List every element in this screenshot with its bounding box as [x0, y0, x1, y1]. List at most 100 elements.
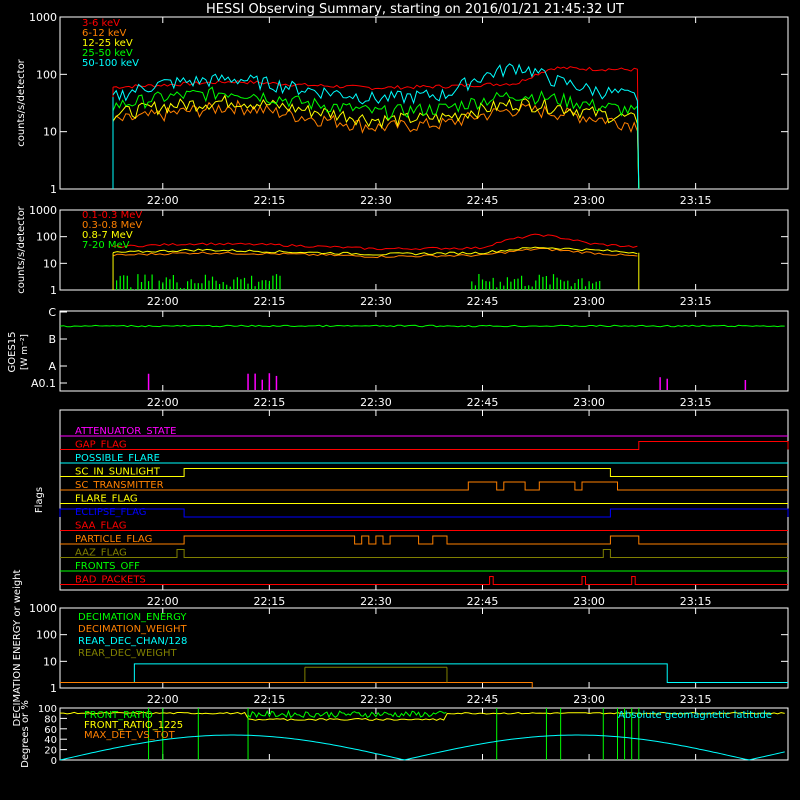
- series-line: [112, 233, 638, 251]
- y-axis-label: DECIMATION ENERGY or weight: [12, 569, 23, 726]
- flag-label: BAD_PACKETS: [75, 575, 146, 586]
- panel-frame: [59, 16, 789, 190]
- y-axis-label: GOES15: [7, 331, 18, 372]
- x-tick-label: 23:00: [573, 595, 605, 608]
- flag-label: AAZ_FLAG: [75, 548, 127, 559]
- flag-label: FLARE_FLAG: [75, 494, 138, 505]
- x-tick-label: 22:15: [254, 194, 286, 207]
- y-tick-label: 100: [38, 704, 57, 715]
- legend-entry: 50-100 keV: [82, 58, 139, 69]
- x-tick-label: 22:00: [147, 194, 179, 207]
- x-tick-label: 22:30: [360, 595, 392, 608]
- y-tick-label: 1: [50, 682, 57, 695]
- legend-entry: DECIMATION_ENERGY: [78, 612, 187, 623]
- y-tick-label: 100: [36, 231, 57, 244]
- y-tick-label: 10: [43, 126, 57, 139]
- y-tick-label: C: [48, 306, 56, 319]
- y-axis-label: Degrees or %: [20, 700, 31, 768]
- series-line: [112, 63, 640, 190]
- y-tick-label: 1: [50, 183, 57, 196]
- y-tick-label: B: [48, 333, 56, 346]
- flag-line: [59, 508, 789, 518]
- x-tick-label: 23:00: [573, 194, 605, 207]
- y-tick-label: 100: [36, 629, 57, 642]
- flag-label: SC_TRANSMITTER: [75, 480, 164, 491]
- x-tick-label: 23:15: [680, 295, 712, 308]
- x-tick-label: 23:00: [573, 295, 605, 308]
- flag-line: [60, 549, 788, 558]
- flag-label: SAA_FLAG: [75, 521, 126, 532]
- y-tick-label: 20: [44, 746, 57, 757]
- front-ratio-line: [247, 709, 447, 719]
- y-axis-label: Flags: [34, 487, 45, 513]
- panel-2: 22:00 22:15 22:30 22:45 23:00 23:15 counts/s/d…: [16, 204, 789, 308]
- flag-line: [60, 441, 789, 450]
- x-tick-label: 22:30: [360, 693, 392, 706]
- x-tick-label: 22:15: [254, 396, 286, 409]
- x-tick-label: 22:00: [147, 595, 179, 608]
- y-tick-label: 40: [44, 735, 57, 746]
- panel-4: 22:00 22:15 22:30 22:45 23:00 23:15 Flags ATTEN…: [34, 409, 789, 608]
- panel-5: 22:00 22:15 22:30 22:45 23:00 23:15 DECIMATION…: [12, 569, 789, 726]
- series-line: [112, 248, 638, 259]
- y-tick-label: 1: [50, 284, 57, 297]
- decimation-weight-line: [60, 682, 533, 688]
- x-tick-label: 23:15: [680, 396, 712, 409]
- goes-level-line: [59, 324, 785, 328]
- y-axis-label: [W m⁻²]: [20, 334, 30, 370]
- y-tick-label: 1000: [29, 602, 57, 615]
- legend-entry: 0.3-0.8 MeV: [82, 220, 142, 231]
- y-tick-label: 1000: [29, 11, 57, 24]
- flag-line: [60, 468, 788, 477]
- y-tick-label: A0.1: [31, 377, 56, 390]
- flag-label: PARTICLE_FLAG: [75, 534, 152, 545]
- front-ratio-1225-line: [60, 711, 785, 722]
- x-tick-label: 23:15: [680, 693, 712, 706]
- legend-entry: MAX_DET_VS_TOT: [84, 730, 176, 741]
- flag-label: ATTENUATOR_STATE: [75, 426, 176, 437]
- x-tick-label: 22:15: [254, 295, 286, 308]
- flag-line: [60, 576, 788, 585]
- y-axis-label: counts/s/detector: [16, 58, 27, 146]
- x-tick-label: 22:45: [467, 194, 499, 207]
- x-tick-label: 22:30: [360, 396, 392, 409]
- x-tick-label: 22:45: [467, 295, 499, 308]
- x-tick-label: 22:30: [360, 194, 392, 207]
- series-line: [112, 246, 638, 256]
- x-tick-label: 22:00: [147, 693, 179, 706]
- legend-entry: 0.8-7 MeV: [82, 230, 133, 241]
- x-tick-label: 22:00: [147, 396, 179, 409]
- flag-line: [60, 535, 788, 545]
- panel-frame: [59, 209, 789, 291]
- x-tick-label: 22:00: [147, 295, 179, 308]
- legend-entry: 6-12 keV: [82, 28, 126, 39]
- legend-entry: Absolute geomagnetic latitude: [618, 710, 772, 721]
- x-tick-label: 23:00: [573, 693, 605, 706]
- y-axis-label: counts/s/detector: [16, 205, 27, 293]
- legend-entry: FRONT_RATIO_1225: [84, 720, 183, 731]
- panel-frame: [59, 310, 789, 392]
- flag-label: SC_IN_SUNLIGHT: [75, 467, 161, 478]
- legend-entry: 25-50 keV: [82, 48, 133, 59]
- x-tick-label: 22:15: [254, 693, 286, 706]
- x-tick-label: 23:15: [680, 595, 712, 608]
- x-tick-label: 23:15: [680, 194, 712, 207]
- panel-3: 22:00 22:15 22:30 22:45 23:00 23:15 A0.1 A B C GOE…: [7, 306, 789, 409]
- y-tick-label: 100: [36, 68, 57, 81]
- x-tick-label: 22:15: [254, 595, 286, 608]
- y-tick-label: 0: [51, 756, 57, 767]
- rear-dec-weight-line: [304, 666, 448, 683]
- y-tick-label: 80: [44, 714, 57, 725]
- x-tick-label: 22:45: [467, 595, 499, 608]
- legend-entry: 3-6 keV: [82, 18, 120, 29]
- y-tick-label: 1000: [29, 204, 57, 217]
- x-tick-label: 22:45: [467, 396, 499, 409]
- x-tick-label: 22:30: [360, 295, 392, 308]
- flag-label: ECLIPSE_FLAG: [75, 507, 146, 518]
- legend-entry: REAR_DEC_CHAN/128: [78, 636, 187, 647]
- flag-line: [60, 481, 788, 491]
- y-tick-label: 10: [43, 655, 57, 668]
- page-title: HESSI Observing Summary, starting on 201…: [206, 2, 624, 17]
- panel-frame: [59, 607, 789, 689]
